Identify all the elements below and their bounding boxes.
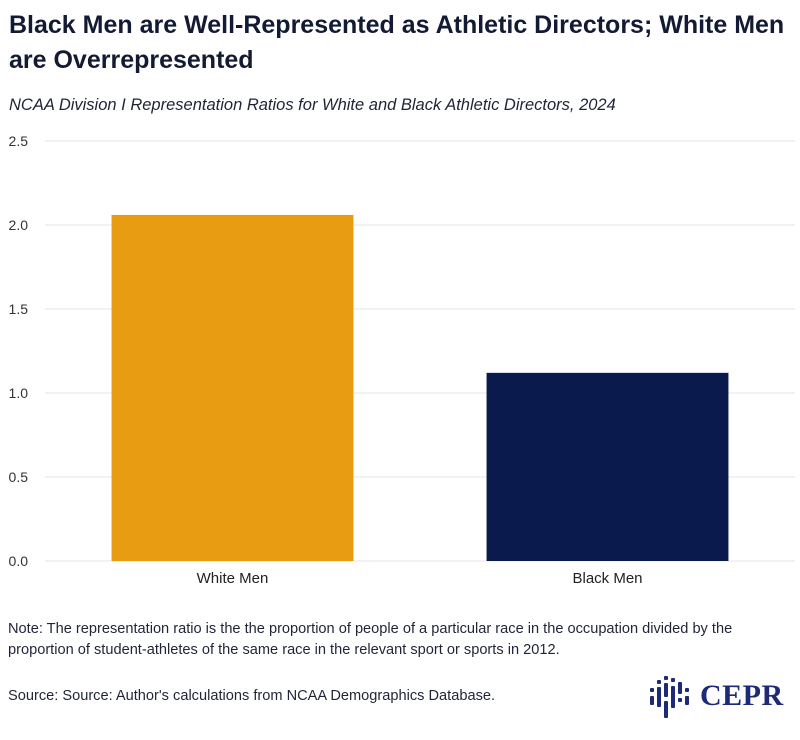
cepr-logo-icon [650,676,689,718]
y-tick-label: 2.0 [9,217,29,233]
chart-title: Black Men are Well-Represented as Athlet… [9,11,785,74]
bar-chart: 0.0 0.5 1.0 1.5 2.0 2.5 White Men Black Men [9,133,795,587]
y-tick-label: 2.5 [9,133,29,149]
y-axis-ticks: 0.0 0.5 1.0 1.5 2.0 2.5 [9,133,29,569]
chart-source: Source: Source: Author's calculations fr… [8,688,496,704]
chart-note: Note: The representation ratio is the th… [8,621,733,658]
y-tick-label: 0.5 [9,469,29,485]
chart-subtitle: NCAA Division I Representation Ratios fo… [9,96,616,114]
bar-white-men [111,214,354,562]
cepr-logo: CEPR [648,672,788,722]
y-tick-label: 1.5 [9,301,29,317]
y-tick-label: 1.0 [9,385,29,401]
y-tick-label: 0.0 [9,553,29,569]
x-tick-label: Black Men [572,570,642,587]
cepr-logo-text: CEPR [700,679,784,712]
x-tick-label: White Men [197,570,269,587]
bars [111,214,729,562]
x-axis-ticks: White Men Black Men [197,570,643,587]
bar-black-men [486,372,729,561]
